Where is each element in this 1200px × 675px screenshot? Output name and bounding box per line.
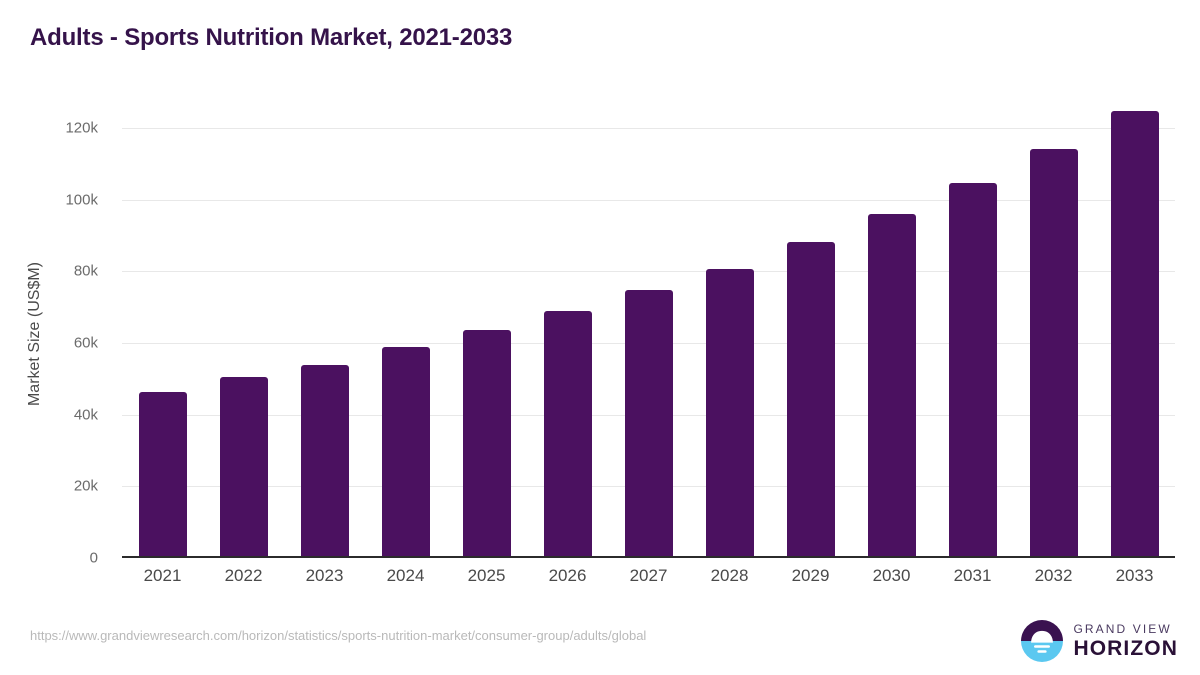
bar-series	[122, 92, 1175, 558]
bar-slot	[122, 92, 203, 558]
x-tick-label: 2030	[872, 566, 911, 585]
x-tick-label: 2029	[791, 566, 830, 585]
bar-slot	[446, 92, 527, 558]
grand-view-horizon-logo[interactable]: GRAND VIEW HORIZON	[1021, 620, 1178, 662]
x-tick-label: 2028	[710, 566, 749, 585]
bar-slot	[1094, 92, 1175, 558]
gridline	[122, 127, 1175, 129]
bar-slot	[527, 92, 608, 558]
plot-area	[122, 92, 1175, 558]
bar-2026[interactable]	[543, 311, 592, 558]
bar-2023[interactable]	[300, 364, 349, 558]
bar-2024[interactable]	[381, 346, 430, 558]
bar-slot	[770, 92, 851, 558]
x-tick-label: 2022	[224, 566, 263, 585]
bar-slot	[608, 92, 689, 558]
bar-2028[interactable]	[705, 268, 754, 558]
bar-slot	[689, 92, 770, 558]
bar-2030[interactable]	[867, 214, 916, 558]
y-tick-label: 0	[89, 549, 98, 567]
y-tick-label: 40k	[73, 406, 98, 424]
y-axis-ticks: 0 20k 40k 60k 80k 100k 120k	[0, 92, 112, 566]
page-title: Adults - Sports Nutrition Market, 2021-2…	[30, 24, 513, 51]
x-axis-line	[122, 556, 1175, 558]
y-tick-label: 120k	[65, 119, 98, 137]
source-url[interactable]: https://www.grandviewresearch.com/horizo…	[30, 628, 647, 643]
bar-slot	[284, 92, 365, 558]
bar-slot	[365, 92, 446, 558]
x-tick-label: 2033	[1115, 566, 1154, 585]
bar-2032[interactable]	[1029, 149, 1078, 558]
x-tick-label: 2021	[143, 566, 182, 585]
logo-line-1: GRAND VIEW	[1073, 622, 1172, 636]
x-tick-label: 2031	[953, 566, 992, 585]
bar-2025[interactable]	[462, 330, 511, 558]
logo-wordmark: GRAND VIEW HORIZON	[1073, 623, 1178, 659]
bar-2021[interactable]	[138, 392, 187, 558]
x-tick-label: 2025	[467, 566, 506, 585]
x-tick-label: 2026	[548, 566, 587, 585]
gridline	[122, 271, 1175, 273]
bar-slot	[851, 92, 932, 558]
x-axis-labels: 2021 2022 2023 2024 2025 2026 2027 2028 2029 2030…	[122, 566, 1175, 586]
y-tick-label: 100k	[65, 191, 98, 209]
bar-slot	[932, 92, 1013, 558]
x-tick-label: 2027	[629, 566, 668, 585]
y-tick-label: 80k	[73, 262, 98, 280]
logo-line-2: HORIZON	[1073, 637, 1178, 660]
bar-slot	[1013, 92, 1094, 558]
bar-2031[interactable]	[948, 183, 997, 558]
gridline	[122, 199, 1175, 201]
horizon-logo-icon	[1021, 620, 1064, 662]
bar-2027[interactable]	[624, 289, 673, 558]
bar-2033[interactable]	[1110, 111, 1159, 558]
y-tick-label: 60k	[73, 334, 98, 352]
x-tick-label: 2024	[386, 566, 425, 585]
bar-slot	[203, 92, 284, 558]
y-axis-title: Market Size (US$M)	[26, 261, 43, 407]
bar-2029[interactable]	[786, 242, 835, 558]
y-tick-label: 20k	[73, 477, 98, 495]
x-tick-label: 2032	[1034, 566, 1073, 585]
x-tick-label: 2023	[305, 566, 344, 585]
bar-2022[interactable]	[219, 376, 268, 558]
